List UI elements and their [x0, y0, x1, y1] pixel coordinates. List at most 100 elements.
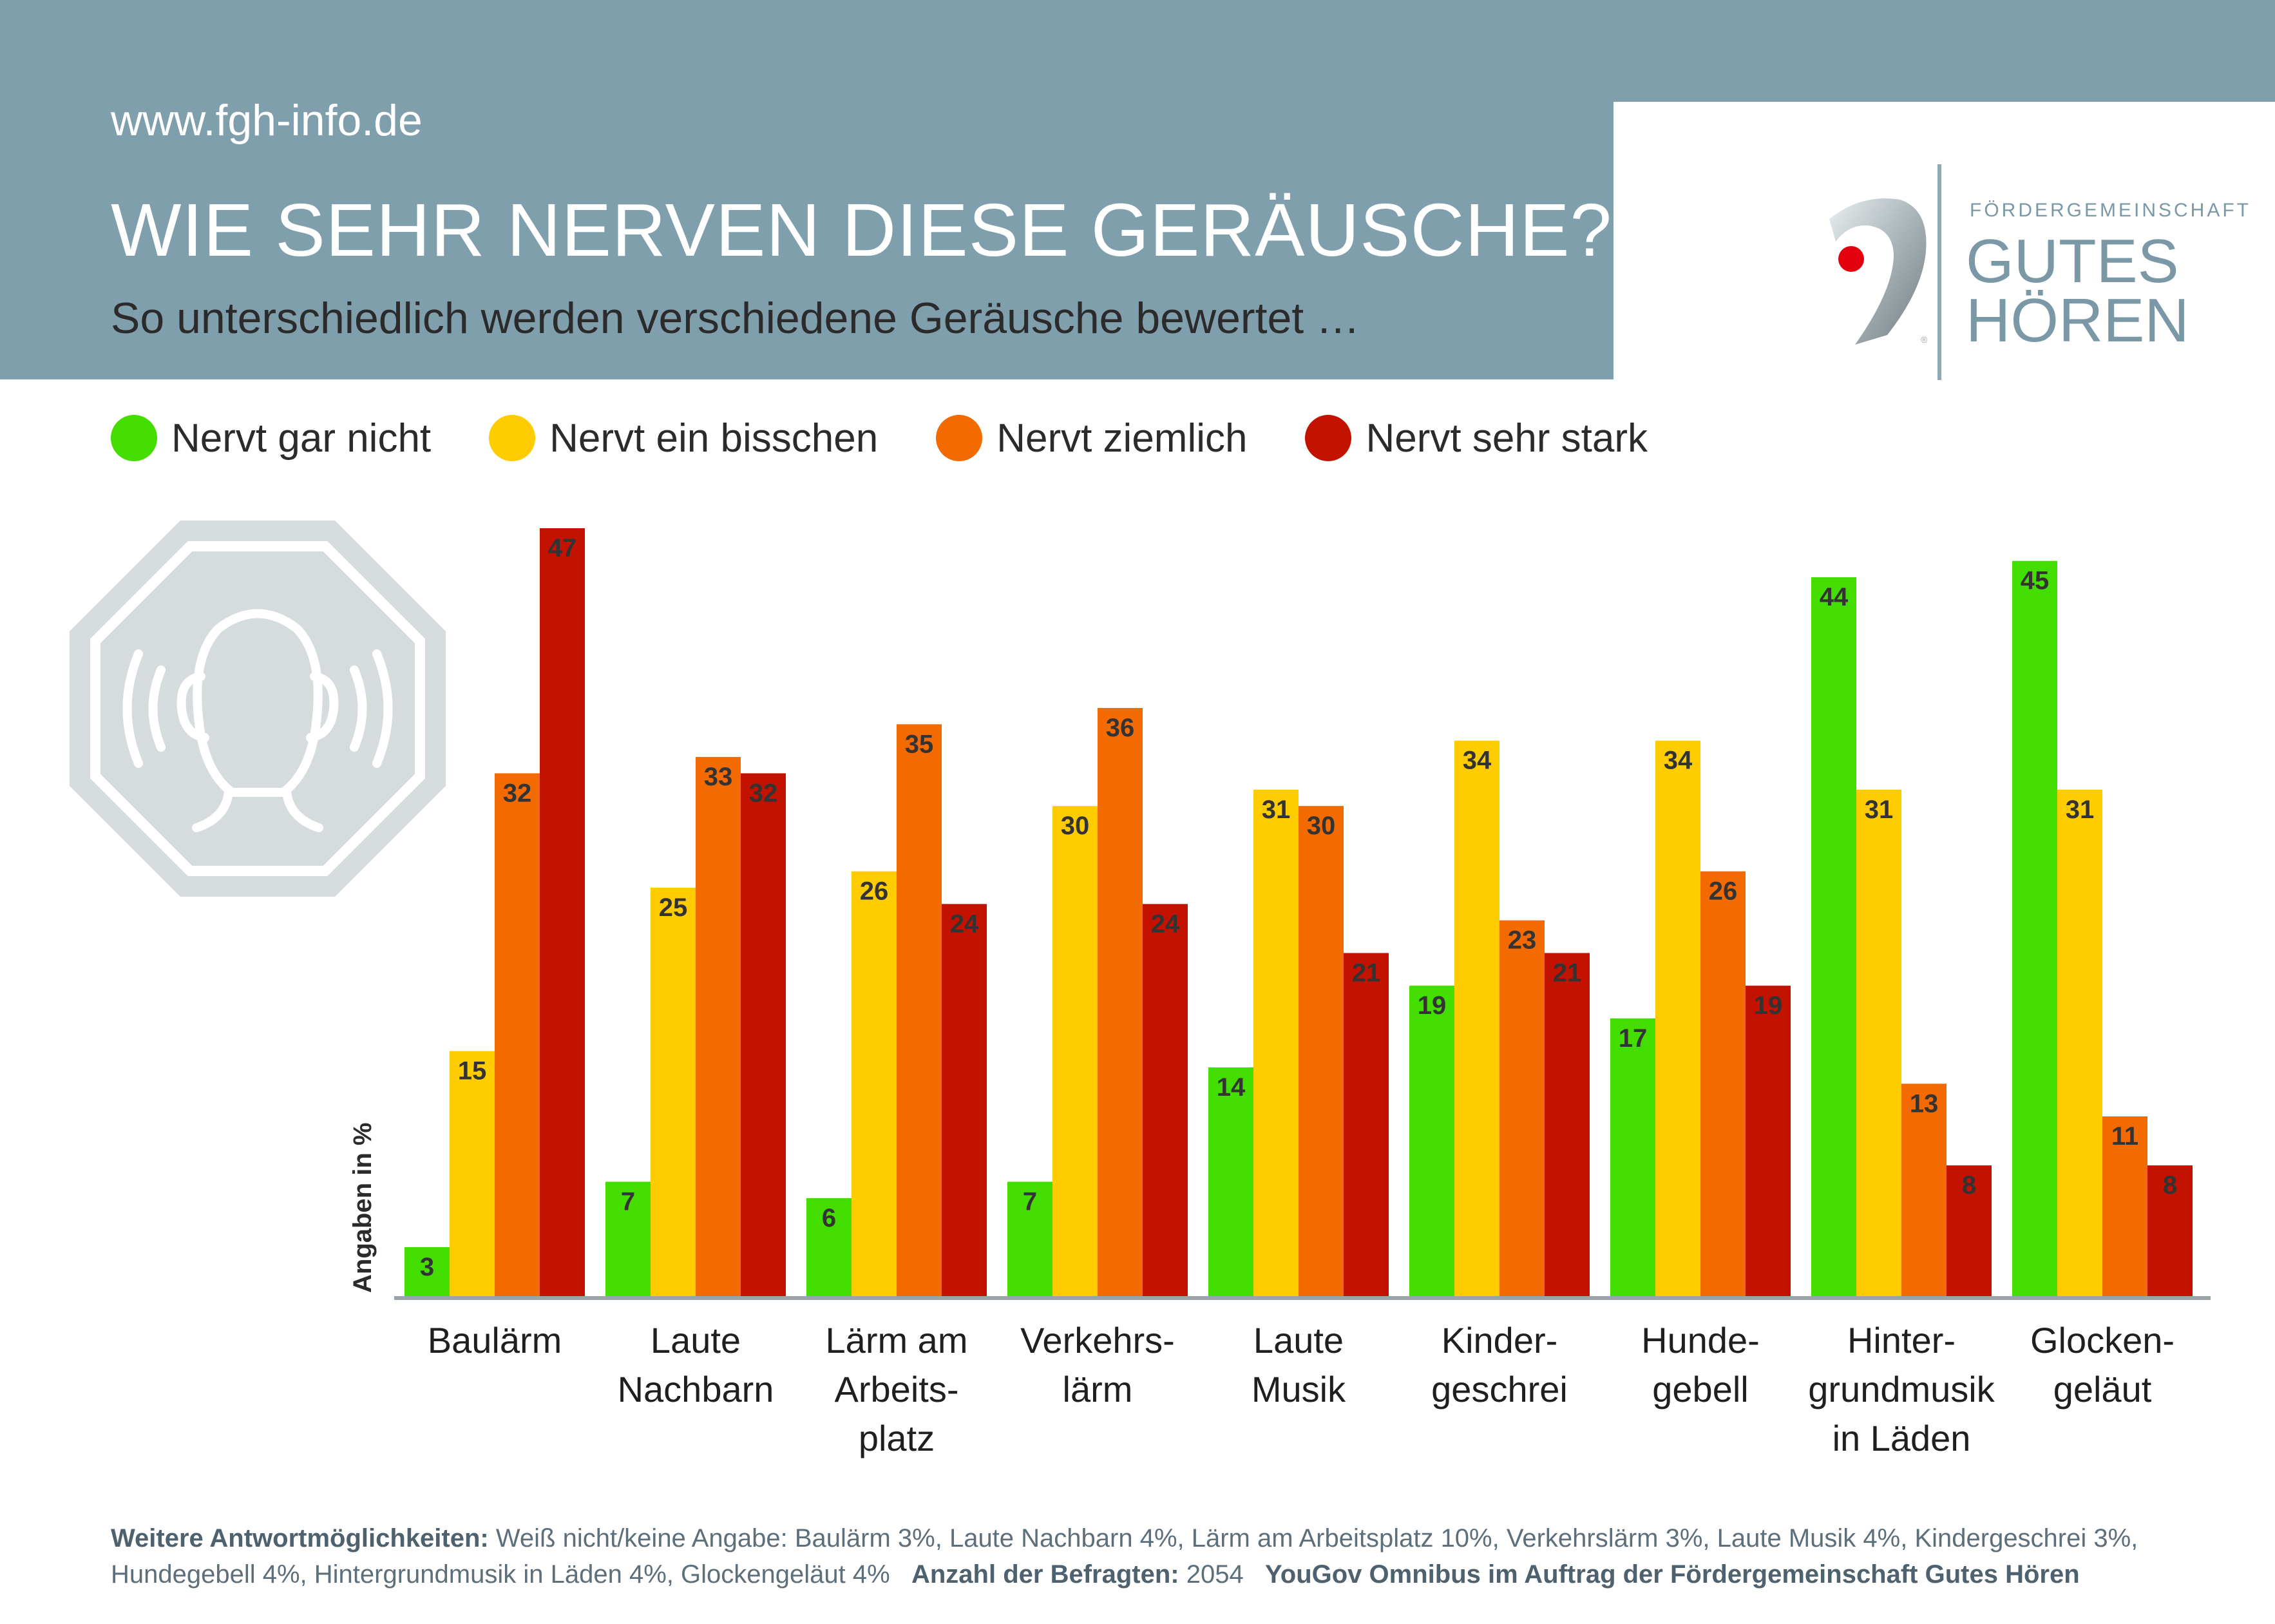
bar-6-0 — [1610, 1018, 1655, 1296]
category-label-6: Hunde-gebell — [1641, 1320, 1760, 1409]
footnote-label-3: YouGov Omnibus im Auftrag der Fördergeme… — [1265, 1560, 2080, 1589]
bar-2-1 — [852, 872, 897, 1296]
data-label-0-0: 3 — [420, 1253, 434, 1281]
category-label-line-8-1: geläut — [2053, 1369, 2152, 1409]
category-label-8: Glocken-geläut — [2030, 1320, 2175, 1409]
footnote: Weitere Antwortmöglichkeiten: Weiß nicht… — [111, 1520, 2236, 1592]
bar-2-2 — [897, 724, 942, 1296]
data-label-1-3: 32 — [749, 779, 778, 807]
category-label-line-5-0: Kinder- — [1442, 1320, 1558, 1361]
category-label-line-6-0: Hunde- — [1641, 1320, 1760, 1361]
category-label-line-2-0: Lärm am — [826, 1320, 968, 1361]
bar-chart: Angaben in % 3 15 32 47 Baulärm 7 25 33 32 Laute Na… — [0, 0, 2275, 1624]
category-label-4: Laute Musik — [1252, 1320, 1346, 1409]
data-label-2-0: 6 — [822, 1204, 836, 1232]
y-axis-label: Angaben in % — [348, 1123, 377, 1293]
data-label-5-0: 19 — [1418, 991, 1447, 1020]
category-label-line-2-2: platz — [859, 1418, 935, 1458]
category-label-line-3-1: lärm — [1063, 1369, 1133, 1409]
data-label-4-3: 21 — [1352, 959, 1381, 987]
data-label-8-0: 45 — [2021, 567, 2050, 595]
bar-4-2 — [1299, 806, 1344, 1296]
bar-4-3 — [1344, 953, 1389, 1296]
category-label-line-7-2: in Läden — [1832, 1418, 1971, 1458]
bar-7-1 — [1856, 790, 1901, 1296]
data-label-2-2: 35 — [905, 730, 934, 758]
bar-3-1 — [1052, 806, 1098, 1296]
data-label-0-1: 15 — [458, 1057, 487, 1085]
category-label-line-5-1: geschrei — [1431, 1369, 1568, 1409]
data-label-8-1: 31 — [2066, 796, 2095, 824]
data-label-0-3: 47 — [548, 534, 577, 562]
bar-3-3 — [1143, 904, 1188, 1296]
data-label-7-2: 13 — [1910, 1089, 1939, 1118]
bar-6-1 — [1655, 741, 1700, 1296]
data-label-4-2: 30 — [1307, 812, 1336, 840]
bar-3-2 — [1098, 708, 1143, 1296]
data-label-2-1: 26 — [860, 877, 889, 906]
bar-0-2 — [495, 773, 540, 1296]
category-label-0: Baulärm — [428, 1320, 562, 1361]
footnote-line-1: Weitere Antwortmöglichkeiten: Weiß nicht… — [111, 1520, 2236, 1556]
footnote-label-1: Weitere Antwortmöglichkeiten: — [111, 1524, 489, 1552]
bar-6-3 — [1746, 986, 1791, 1296]
data-label-3-0: 7 — [1023, 1187, 1037, 1216]
data-label-7-3: 8 — [1962, 1171, 1976, 1199]
data-label-0-2: 32 — [503, 779, 532, 807]
data-label-4-0: 14 — [1217, 1073, 1246, 1102]
data-label-3-2: 36 — [1106, 714, 1135, 742]
data-label-8-3: 8 — [2163, 1171, 2177, 1199]
data-label-5-3: 21 — [1553, 959, 1582, 987]
data-label-6-0: 17 — [1619, 1024, 1648, 1053]
category-label-3: Verkehrs-lärm — [1020, 1320, 1175, 1409]
data-label-3-1: 30 — [1061, 812, 1090, 840]
data-label-6-3: 19 — [1754, 991, 1783, 1020]
bar-4-1 — [1253, 790, 1299, 1296]
footnote-text-1b: Hundegebell 4%, Hintergrundmusik in Läde… — [111, 1560, 890, 1589]
data-label-5-2: 23 — [1508, 926, 1537, 955]
data-label-1-2: 33 — [704, 763, 733, 791]
footnote-text-1a: Weiß nicht/keine Angabe: Baulärm 3%, Lau… — [489, 1524, 2138, 1552]
category-label-line-6-1: gebell — [1652, 1369, 1748, 1409]
data-label-7-0: 44 — [1820, 583, 1849, 611]
category-label-line-8-0: Glocken- — [2030, 1320, 2175, 1361]
category-label-line-1-1: Nachbarn — [618, 1369, 774, 1409]
data-label-7-1: 31 — [1865, 796, 1894, 824]
bar-5-1 — [1454, 741, 1499, 1296]
bar-5-0 — [1409, 986, 1454, 1296]
category-label-2: Lärm am Arbeits-platz — [826, 1320, 968, 1458]
category-label-line-4-1: Musik — [1252, 1369, 1346, 1409]
bar-5-3 — [1545, 953, 1590, 1296]
category-label-1: Laute Nachbarn — [618, 1320, 774, 1409]
category-label-line-3-0: Verkehrs- — [1020, 1320, 1175, 1361]
data-label-5-1: 34 — [1463, 747, 1492, 775]
footnote-label-2: Anzahl der Befragten: — [911, 1560, 1179, 1589]
data-label-2-3: 24 — [950, 910, 979, 938]
bar-0-1 — [450, 1051, 495, 1296]
bar-1-3 — [741, 773, 786, 1296]
footnote-line-2: Hundegebell 4%, Hintergrundmusik in Läde… — [111, 1556, 2236, 1592]
category-label-line-0-0: Baulärm — [428, 1320, 562, 1361]
bar-4-0 — [1208, 1067, 1253, 1296]
data-label-1-0: 7 — [621, 1187, 635, 1216]
category-label-5: Kinder-geschrei — [1431, 1320, 1568, 1409]
bar-6-2 — [1700, 872, 1746, 1296]
category-label-line-4-0: Laute — [1253, 1320, 1344, 1361]
category-label-line-1-0: Laute — [651, 1320, 741, 1361]
bar-5-2 — [1499, 921, 1545, 1296]
data-label-8-2: 11 — [2111, 1122, 2138, 1151]
bar-7-0 — [1811, 577, 1856, 1296]
category-label-line-7-1: grundmusik — [1808, 1369, 1995, 1409]
bar-8-0 — [2012, 561, 2057, 1296]
category-label-7: Hinter-grundmusik in Läden — [1808, 1320, 1995, 1458]
bar-2-3 — [942, 904, 987, 1296]
bar-1-1 — [651, 888, 696, 1296]
data-label-6-2: 26 — [1709, 877, 1738, 906]
data-label-3-3: 24 — [1151, 910, 1180, 938]
data-label-1-1: 25 — [659, 893, 688, 922]
category-label-line-2-1: Arbeits- — [835, 1369, 959, 1409]
bar-8-1 — [2057, 790, 2102, 1296]
footnote-text-2: 2054 — [1179, 1560, 1244, 1589]
data-label-4-1: 31 — [1262, 796, 1291, 824]
bar-1-2 — [696, 757, 741, 1296]
